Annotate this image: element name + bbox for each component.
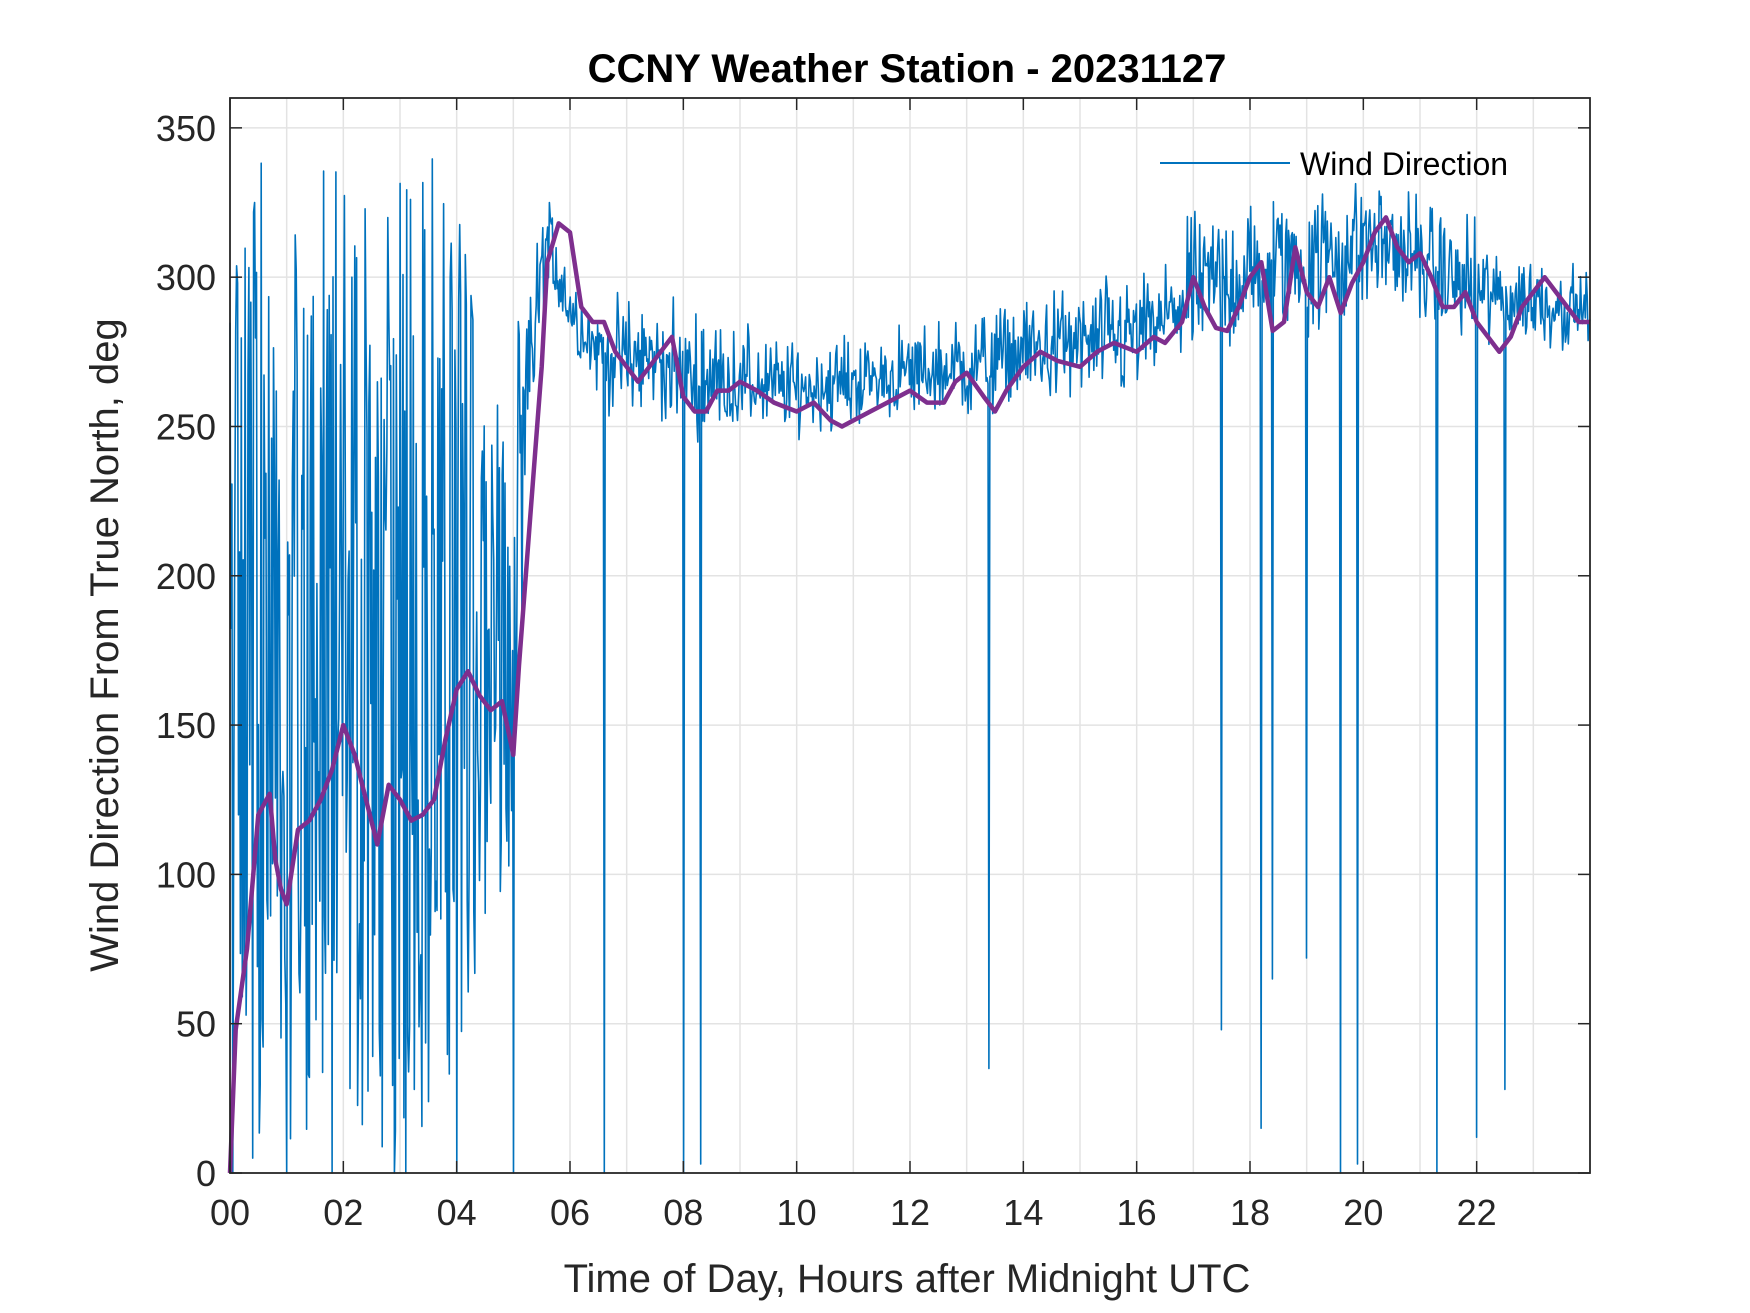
x-tick-labels: 00 02 04 06 08 10 12 14 16 18 20 22 — [210, 1192, 1497, 1233]
x-tick-label: 14 — [1003, 1192, 1043, 1233]
y-tick-label: 300 — [156, 257, 216, 298]
wind-direction-smoothed-line — [227, 215, 1590, 1174]
series-wind-direction — [229, 158, 1591, 1174]
legend: Wind Direction — [1160, 146, 1508, 182]
x-tick-label: 08 — [663, 1192, 703, 1233]
x-tick-label: 00 — [210, 1192, 250, 1233]
wind-direction-line — [229, 158, 1591, 1174]
series-wind-direction-smoothed — [227, 215, 1590, 1174]
x-tick-label: 22 — [1457, 1192, 1497, 1233]
x-tick-label: 16 — [1117, 1192, 1157, 1233]
y-tick-label: 100 — [156, 854, 216, 895]
x-tick-label: 02 — [323, 1192, 363, 1233]
x-tick-label: 12 — [890, 1192, 930, 1233]
y-axis-label: Wind Direction From True North, deg — [83, 318, 127, 972]
x-tick-label: 18 — [1230, 1192, 1270, 1233]
x-tick-label: 10 — [777, 1192, 817, 1233]
y-tick-label: 250 — [156, 406, 216, 447]
x-tick-label: 04 — [437, 1192, 477, 1233]
y-tick-label: 350 — [156, 108, 216, 149]
x-tick-label: 20 — [1343, 1192, 1383, 1233]
y-tick-label: 150 — [156, 705, 216, 746]
x-tick-label: 06 — [550, 1192, 590, 1233]
y-tick-label: 200 — [156, 556, 216, 597]
y-tick-label: 0 — [196, 1153, 216, 1194]
y-tick-label: 50 — [176, 1004, 216, 1045]
y-tick-labels: 0 50 100 150 200 250 300 350 — [156, 108, 216, 1194]
tick-marks — [229, 98, 1590, 1174]
legend-label-wind-direction: Wind Direction — [1300, 146, 1508, 182]
x-axis-label: Time of Day, Hours after Midnight UTC — [564, 1257, 1251, 1301]
chart-title: CCNY Weather Station - 20231127 — [588, 47, 1227, 91]
